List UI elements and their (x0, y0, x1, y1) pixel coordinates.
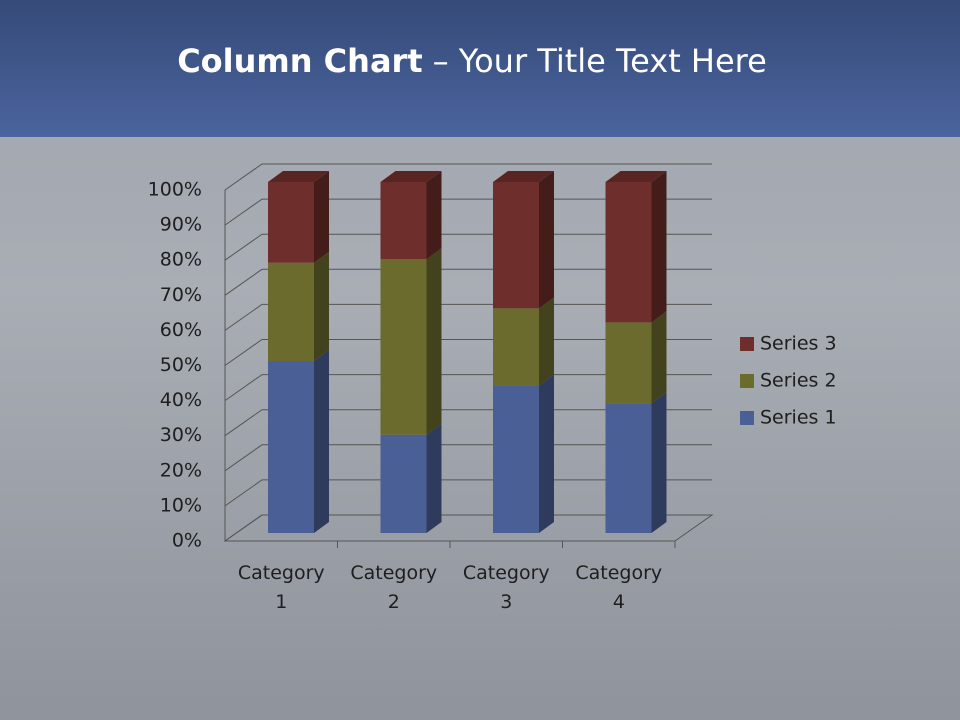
bar-side (314, 350, 329, 533)
grid-line (224, 268, 712, 296)
y-tick-label: 60% (160, 319, 202, 341)
header-band (0, 0, 960, 137)
y-tick-label: 40% (160, 389, 202, 411)
bar-side (426, 423, 442, 533)
bar-front (268, 182, 314, 263)
y-tick-label: 90% (160, 214, 202, 236)
bar-front (380, 259, 427, 435)
bar-side (651, 311, 667, 404)
grid-line (224, 374, 712, 402)
bar-top (493, 171, 554, 182)
grid-line (224, 339, 712, 366)
bar-front (493, 308, 539, 386)
bar-side (539, 171, 554, 309)
bar-side (651, 171, 667, 323)
bar-side (426, 248, 442, 435)
x-tick-label: Category 2 (350, 562, 438, 613)
bar-side (539, 297, 554, 386)
bar-side (314, 171, 329, 263)
grid-line (224, 444, 712, 472)
bar-top (268, 171, 329, 182)
bar-front (493, 385, 539, 533)
bar-front (605, 403, 652, 533)
legend-swatch (740, 411, 754, 425)
y-tick-label: 80% (160, 249, 202, 271)
y-tick-label: 100% (148, 179, 202, 201)
bar-front (268, 262, 314, 362)
y-tick-label: 0% (172, 530, 202, 552)
y-tick-label: 10% (160, 494, 202, 516)
grid-line (224, 409, 712, 437)
y-tick-label: 70% (160, 284, 202, 306)
header-strip (0, 137, 960, 167)
bar-side (314, 251, 329, 362)
x-tick-label: Category 3 (462, 562, 550, 613)
x-tick-label: Category 1 (237, 562, 325, 613)
legend-swatch (740, 337, 754, 351)
grid-line (224, 198, 712, 226)
title-bold: Column Chart (177, 42, 422, 80)
grid-line (224, 479, 712, 507)
x-tick-label: Category 4 (575, 562, 663, 613)
grid-line (224, 514, 712, 542)
bar-front (493, 182, 539, 309)
y-tick-label: 50% (160, 354, 202, 376)
bar-front (380, 182, 427, 260)
legend-label: Series 2 (760, 370, 837, 392)
bar-top (605, 171, 667, 182)
legend-swatch (740, 374, 754, 388)
bar-front (605, 322, 652, 404)
bar-side (426, 171, 442, 260)
bar-front (268, 361, 314, 533)
bar-side (539, 374, 554, 533)
chart-title: Column Chart – Your Title Text Here (177, 42, 767, 80)
bar-top (380, 171, 442, 182)
bar-front (605, 182, 652, 323)
legend-label: Series 3 (760, 333, 837, 355)
title-rest: – Your Title Text Here (433, 42, 767, 80)
grid-line (224, 303, 712, 331)
grid-line (224, 163, 712, 191)
y-tick-label: 20% (160, 459, 202, 481)
bar-side (651, 392, 667, 533)
y-tick-label: 30% (160, 424, 202, 446)
grid-line (224, 233, 712, 261)
bar-front (380, 434, 427, 533)
legend-label: Series 1 (760, 407, 837, 429)
